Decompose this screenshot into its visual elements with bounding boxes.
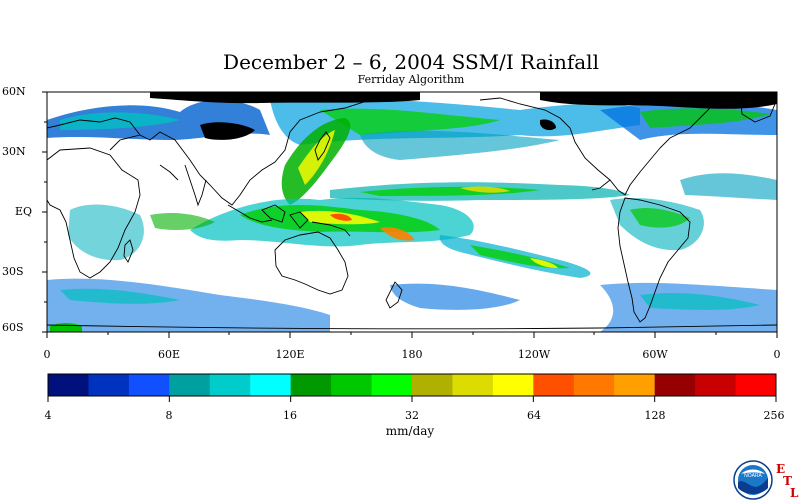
lon-label-0-end: 0 [773,348,781,361]
colorbar-segment [412,374,453,396]
noaa-logo: NOARA [733,460,773,500]
map-title: December 2 – 6, 2004 SSM/I Rainfall [223,50,599,74]
colorbar-tick-256: 256 [763,409,785,422]
lon-ticks [46,332,778,338]
colorbar-segment [452,374,494,396]
lat-label-60s: 60S [2,321,24,334]
lon-label-60e: 60E [157,348,181,361]
lon-label-120w: 120W [517,348,551,361]
colorbar-segment [533,374,575,396]
colorbar-segment [331,374,373,396]
logo-letter-t: T [783,474,792,488]
colorbar-tick-64: 64 [527,409,541,422]
lat-ticks [42,91,47,333]
colorbar-tick-32: 32 [405,409,419,422]
lon-label-180: 180 [401,348,423,361]
colorbar-segment [88,374,130,396]
colorbar-tick-16: 16 [283,409,297,422]
colorbar-tick-8: 8 [165,409,173,422]
colorbar-ticks [47,396,777,402]
colorbar-segment [695,374,737,396]
logo-letter-e: E [776,462,786,476]
colorbar-segment [735,374,777,396]
logo-text: NOARA [744,473,762,479]
coastlines [47,95,777,330]
colorbar-segment [250,374,292,396]
colorbar-segment [654,374,696,396]
colorbar-segment [290,374,332,396]
logo-letter-l: L [790,486,799,500]
colorbar-segment [614,374,656,396]
colorbar-segment [573,374,615,396]
colorbar-segment [371,374,413,396]
colorbar-tick-128: 128 [644,409,666,422]
lon-label-60w: 60W [642,348,668,361]
lat-label-30s: 30S [2,265,24,278]
colorbar-segment [492,374,534,396]
lon-label-120e: 120E [275,348,305,361]
lat-label-60n: 60N [2,85,26,98]
map-subtitle: Ferriday Algorithm [357,73,465,86]
lon-label-0: 0 [43,348,51,361]
colorbar-segment [169,374,211,396]
colorbar-segment [48,374,89,396]
rainfall-field [47,92,777,332]
lat-label-eq: EQ [15,205,33,218]
colorbar [47,373,777,397]
colorbar-units: mm/day [385,424,435,438]
colorbar-segment [128,374,170,396]
lat-label-30n: 30N [2,145,26,158]
colorbar-segment [209,374,251,396]
colorbar-tick-4: 4 [44,409,52,422]
